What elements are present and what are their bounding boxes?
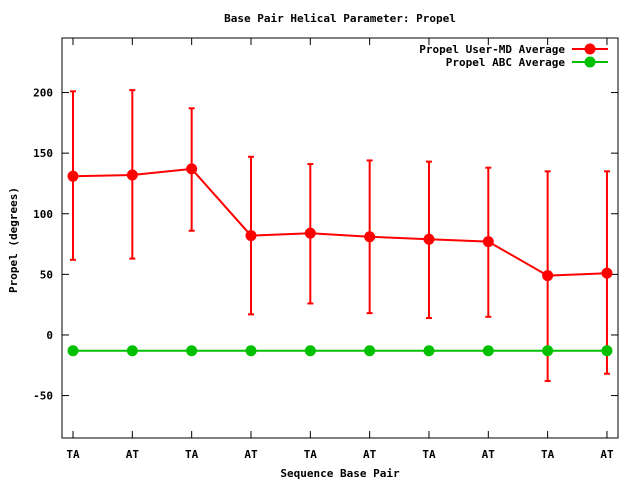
axes-ticks: -50 0 50 100 150 200 TA AT TA AT TA AT TA AT TA AT bbox=[33, 38, 618, 461]
series-0 bbox=[67, 89, 613, 383]
y-tick-label-4: 150 bbox=[33, 147, 53, 160]
y-axis-label: Propel (degrees) bbox=[7, 187, 20, 293]
series-0-point-9 bbox=[601, 267, 613, 279]
x-tick-label-7: AT bbox=[482, 448, 496, 461]
legend-marker-user-md bbox=[584, 43, 596, 55]
series-1-point-7 bbox=[482, 345, 494, 357]
x-tick-label-5: AT bbox=[363, 448, 377, 461]
y-tick-label-3: 100 bbox=[33, 208, 53, 221]
series-1-point-9 bbox=[601, 345, 613, 357]
series-layer bbox=[67, 89, 613, 383]
series-1-point-5 bbox=[364, 345, 376, 357]
chart-title: Base Pair Helical Parameter: Propel bbox=[224, 12, 456, 25]
series-1-point-2 bbox=[186, 345, 198, 357]
legend: Propel User-MD Average Propel ABC Averag… bbox=[419, 43, 608, 69]
series-0-point-3 bbox=[245, 230, 257, 242]
x-tick-label-6: TA bbox=[422, 448, 436, 461]
series-0-line bbox=[72, 167, 608, 277]
series-1-point-4 bbox=[304, 345, 316, 357]
plot-frame bbox=[61, 37, 619, 439]
x-tick-label-1: AT bbox=[126, 448, 140, 461]
series-1-point-6 bbox=[423, 345, 435, 357]
y-tick-label-2: 50 bbox=[40, 268, 53, 281]
x-axis-label: Sequence Base Pair bbox=[280, 467, 400, 480]
x-tick-label-8: TA bbox=[541, 448, 555, 461]
x-tick-label-9: AT bbox=[600, 448, 614, 461]
series-0-point-0 bbox=[67, 170, 79, 182]
series-1-point-3 bbox=[245, 345, 257, 357]
legend-marker-abc bbox=[584, 56, 596, 68]
series-0-point-6 bbox=[423, 233, 435, 245]
series-0-point-4 bbox=[304, 227, 316, 239]
y-tick-label-0: -50 bbox=[33, 390, 53, 403]
x-tick-label-2: TA bbox=[185, 448, 199, 461]
series-0-point-8 bbox=[542, 270, 554, 282]
series-1-point-0 bbox=[67, 345, 79, 357]
y-tick-label-1: 0 bbox=[46, 329, 53, 342]
series-0-point-1 bbox=[126, 169, 138, 181]
x-tick-label-3: AT bbox=[244, 448, 258, 461]
series-0-point-5 bbox=[364, 231, 376, 243]
legend-label-abc: Propel ABC Average bbox=[446, 56, 566, 69]
y-tick-label-5: 200 bbox=[33, 87, 53, 100]
series-0-point-7 bbox=[482, 236, 494, 248]
x-tick-label-4: TA bbox=[304, 448, 318, 461]
legend-label-user-md: Propel User-MD Average bbox=[419, 43, 565, 56]
series-0-point-2 bbox=[186, 163, 198, 175]
series-1-point-1 bbox=[126, 345, 138, 357]
series-1-point-8 bbox=[542, 345, 554, 357]
series-1 bbox=[67, 345, 613, 357]
x-tick-label-0: TA bbox=[66, 448, 80, 461]
